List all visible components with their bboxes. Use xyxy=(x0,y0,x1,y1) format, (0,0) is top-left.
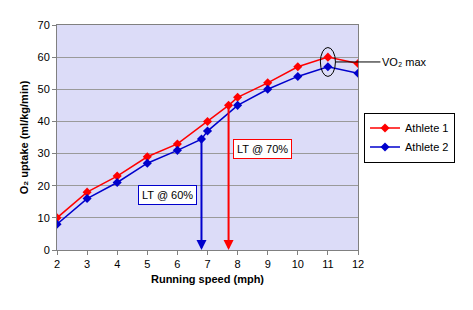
svg-text:LT @ 70%: LT @ 70% xyxy=(237,143,288,155)
svg-text:0: 0 xyxy=(44,244,50,256)
svg-text:VO₂ max: VO₂ max xyxy=(382,56,427,68)
svg-text:6: 6 xyxy=(174,258,180,270)
svg-text:60: 60 xyxy=(38,51,50,63)
svg-text:8: 8 xyxy=(235,258,241,270)
svg-text:O₂ uptake (ml/kg/min): O₂ uptake (ml/kg/min) xyxy=(18,80,30,194)
svg-text:LT @ 60%: LT @ 60% xyxy=(142,189,193,201)
svg-text:30: 30 xyxy=(38,147,50,159)
svg-text:5: 5 xyxy=(144,258,150,270)
svg-text:Athlete 1: Athlete 1 xyxy=(405,122,448,134)
svg-text:Running speed (mph): Running speed (mph) xyxy=(151,273,264,285)
svg-text:4: 4 xyxy=(114,258,120,270)
svg-text:20: 20 xyxy=(38,180,50,192)
svg-text:12: 12 xyxy=(352,258,364,270)
svg-text:3: 3 xyxy=(84,258,90,270)
svg-text:Athlete 2: Athlete 2 xyxy=(405,141,448,153)
svg-text:7: 7 xyxy=(204,258,210,270)
svg-text:70: 70 xyxy=(38,19,50,31)
svg-text:9: 9 xyxy=(265,258,271,270)
svg-text:10: 10 xyxy=(38,212,50,224)
svg-text:40: 40 xyxy=(38,115,50,127)
svg-text:11: 11 xyxy=(322,258,333,270)
svg-text:10: 10 xyxy=(292,258,304,270)
svg-text:50: 50 xyxy=(38,83,50,95)
svg-text:2: 2 xyxy=(54,258,60,270)
